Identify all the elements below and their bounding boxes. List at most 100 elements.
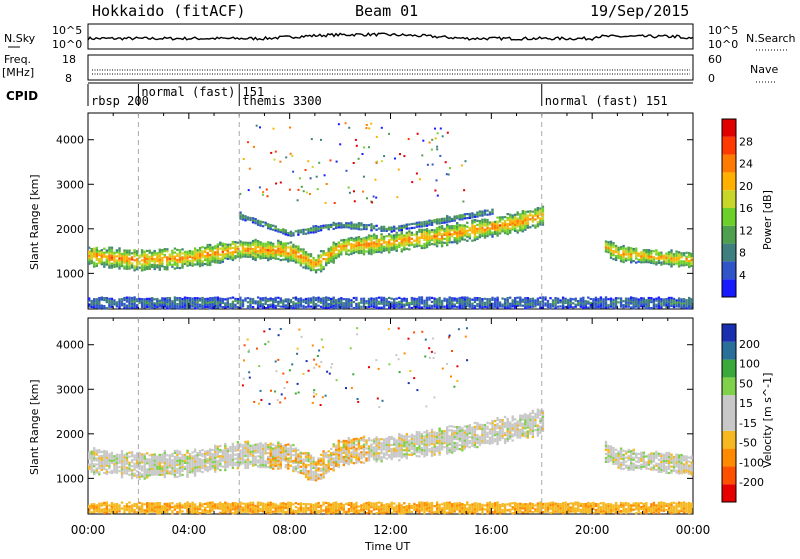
echo-cell [474,297,476,299]
echo-cell [401,225,403,227]
echo-cell [443,242,445,244]
echo-cell [411,299,413,301]
echo-cell [315,461,317,463]
echo-cell [131,307,133,309]
echo-cell [315,259,317,261]
echo-cell [111,458,113,460]
echo-cell [436,222,438,224]
echo-cell [328,250,330,252]
scatter-cell [303,190,305,192]
echo-cell [678,306,680,308]
echo-cell [360,298,362,300]
echo-cell [181,256,183,258]
echo-cell [380,245,382,247]
echo-cell [370,237,372,239]
echo-cell [322,466,324,468]
echo-cell [507,219,509,221]
echo-cell [310,259,312,261]
scatter-cell [419,178,421,180]
echo-cell [181,258,183,260]
echo-cell [398,459,400,461]
echo-cell [194,301,196,303]
echo-cell [169,260,171,262]
echo-cell [121,472,123,474]
echo-cell [159,265,161,267]
echo-cell [532,302,534,304]
echo-cell [431,301,433,303]
echo-cell [98,252,100,254]
echo-cell [103,262,105,264]
echo-cell [118,247,120,249]
echo-cell [307,300,309,302]
echo-cell [312,225,314,227]
echo-cell [141,461,143,463]
echo-cell [161,301,163,303]
echo-cell [590,306,592,308]
echo-cell [360,439,362,441]
echo-cell [88,263,90,265]
echo-cell [398,441,400,443]
echo-cell [658,305,660,307]
echo-cell [96,302,98,304]
echo-cell [663,257,665,259]
echo-cell [282,259,284,261]
echo-cell [199,306,201,308]
colorbar-tick-label: 4 [739,269,746,282]
echo-cell [164,304,166,306]
echo-cell [116,263,118,265]
echo-cell [179,307,181,309]
echo-cell [322,452,324,454]
echo-cell [108,300,110,302]
echo-cell [229,446,231,448]
echo-cell [214,457,216,459]
echo-cell [191,468,193,470]
echo-cell [428,234,430,236]
echo-cell [320,478,322,480]
echo-cell [219,242,221,244]
echo-cell [605,242,607,244]
echo-cell [317,299,319,301]
echo-cell [151,297,153,299]
echo-cell [509,228,511,230]
echo-cell [229,246,231,248]
echo-cell [113,252,115,254]
echo-cell [287,254,289,256]
echo-cell [325,300,327,302]
scatter-cell [311,138,313,140]
echo-cell [181,454,183,456]
echo-cell [254,450,256,452]
scatter-cell [310,177,312,179]
echo-cell [270,306,272,308]
echo-cell [335,457,337,459]
echo-cell [580,304,582,306]
echo-cell [590,304,592,306]
echo-cell [204,263,206,265]
echo-cell [580,298,582,300]
echo-cell [201,260,203,262]
echo-cell [219,254,221,256]
echo-cell [262,255,264,257]
echo-cell [454,229,456,231]
echo-cell [161,460,163,462]
echo-cell [655,253,657,255]
echo-cell [307,255,309,257]
echo-cell [456,434,458,436]
echo-cell [524,219,526,221]
scatter-cell [365,127,367,129]
echo-cell [365,453,367,455]
echo-cell [91,453,93,455]
echo-cell [159,259,161,261]
echo-cell [343,460,345,462]
echo-cell [149,458,151,460]
echo-cell [232,453,234,455]
echo-cell [507,217,509,219]
echo-cell [247,218,249,220]
echo-cell [201,459,203,461]
echo-cell [459,214,461,216]
echo-cell [229,450,231,452]
echo-cell [194,257,196,259]
echo-cell [496,223,498,225]
echo-cell [219,465,221,467]
echo-cell [300,466,302,468]
echo-cell [156,266,158,268]
